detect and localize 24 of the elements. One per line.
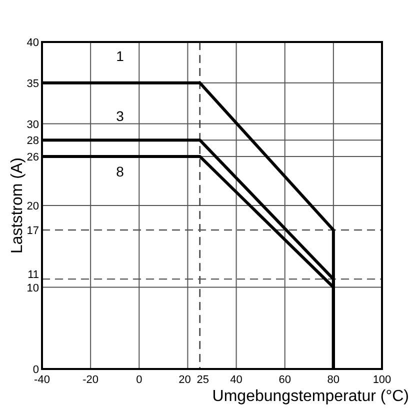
x-tick-label: -20: [82, 374, 99, 386]
series-label: 8: [116, 163, 124, 180]
series-label: 3: [116, 108, 124, 124]
y-tick-label: 40: [26, 37, 39, 49]
series-label: 1: [116, 48, 124, 64]
x-tick-label: 25: [196, 374, 209, 386]
x-tick-label: 40: [230, 374, 242, 386]
ref-line-label: 17: [26, 225, 39, 238]
y-tick-label: 28: [26, 135, 39, 148]
y-tick-label: 26: [26, 151, 39, 164]
x-tick-label: 60: [278, 374, 291, 386]
y-tick-label: 30: [26, 118, 39, 131]
x-tick-label: 0: [136, 374, 142, 386]
y-tick-label: 20: [26, 200, 39, 212]
x-tick-label: 100: [372, 374, 392, 386]
x-tick-label: 80: [327, 374, 340, 386]
x-tick-label: 20: [178, 374, 191, 386]
y-axis-title: Laststrom (A): [9, 157, 26, 254]
x-tick-label: -40: [34, 374, 50, 386]
y-tick-label: 35: [26, 78, 39, 90]
x-axis-title: Umgebungstemperatur (°C): [212, 388, 409, 405]
y-tick-label: 0: [32, 364, 39, 376]
ref-line-label: 11: [28, 269, 39, 282]
y-tick-label: 10: [26, 282, 39, 294]
